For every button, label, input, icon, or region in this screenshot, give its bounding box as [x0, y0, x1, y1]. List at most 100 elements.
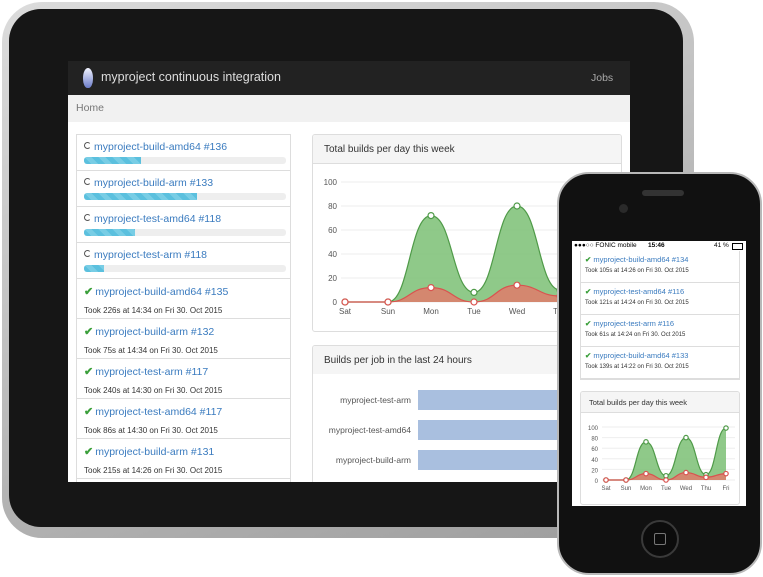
success-check-icon: ✔: [585, 319, 594, 328]
job-item[interactable]: ✔ myproject-build-arm #132 Took 75s at 14:…: [77, 319, 290, 359]
x-tick-label: Mon: [423, 307, 439, 316]
job-item[interactable]: ✔ myproject-test-arm #117 Took 240s at 14:…: [77, 359, 290, 399]
job-item[interactable]: ✔ myproject-build-amd64 #135 Took 226s at …: [77, 279, 290, 319]
job-item[interactable]: myproject-build-amd64 #136: [77, 135, 290, 171]
job-title-link[interactable]: ✔ myproject-build-amd64 #134: [585, 255, 688, 264]
carrier-signal: ●●●○○ FONIC mobile: [574, 242, 637, 249]
job-title-text: myproject-test-arm #116: [593, 319, 675, 328]
job-title-link[interactable]: ✔ myproject-build-arm #131: [84, 445, 214, 458]
success-check-icon: ✔: [84, 286, 94, 298]
bar-category-label: myproject-test-amd64: [328, 425, 411, 435]
success-check-icon: ✔: [585, 255, 594, 264]
x-tick-label: Mon: [640, 486, 652, 492]
x-tick-label: Tue: [467, 307, 481, 316]
x-tick-label: Thu: [701, 486, 711, 492]
success-check-icon: ✔: [84, 446, 94, 458]
series-1-point: [703, 474, 709, 481]
nav-jobs-link[interactable]: Jobs: [591, 72, 614, 84]
y-tick-label: 100: [324, 178, 338, 187]
job-title-text: myproject-test-amd64 #116: [593, 287, 685, 296]
series-1-point: [683, 469, 689, 476]
job-title-link[interactable]: myproject-build-amd64 #136: [84, 141, 227, 153]
job-progress-bar: [84, 265, 286, 272]
job-item[interactable]: myproject-build-arm #133: [77, 171, 290, 207]
job-title-text: myproject-test-arm #117: [95, 366, 209, 378]
x-tick-label: Sun: [381, 307, 395, 316]
job-title-text: myproject-test-amd64 #118: [94, 213, 222, 225]
job-title-text: myproject-build-amd64 #135: [95, 286, 229, 298]
battery-level: 41 %: [714, 242, 729, 249]
series-0-point: [723, 425, 729, 431]
series-0-point: [513, 202, 521, 210]
phone-builds-panel: Total builds per day this week 0 20 40 60 80…: [580, 391, 740, 505]
bar: [418, 450, 598, 470]
panel-heading: Total builds per day this week: [313, 135, 621, 164]
x-tick-label: Sat: [601, 486, 610, 492]
success-check-icon: ✔: [585, 351, 594, 360]
phone-job-item[interactable]: ✔ myproject-build-amd64 #133 Took 139s at…: [581, 347, 739, 379]
series-1-area: [606, 472, 726, 480]
job-item[interactable]: ✔ myproject-test-amd64 #117 Took 86s at 14…: [77, 399, 290, 439]
phone-job-item[interactable]: ✔ myproject-test-amd64 #116 Took 121s at …: [581, 283, 739, 315]
phone-speaker: [642, 190, 684, 196]
job-list: myproject-build-amd64 #136 myproject-buil…: [76, 134, 291, 482]
bar: [418, 420, 598, 440]
job-title-link[interactable]: ✔ myproject-build-amd64 #133: [585, 351, 688, 360]
job-progress-bar: [84, 157, 286, 164]
series-1-area: [345, 285, 560, 302]
job-duration-text: Took 75s at 14:34 on Fri 30. Oct 2015: [84, 346, 218, 355]
y-tick-label: 0: [595, 479, 599, 485]
tablet-screen: myproject continuous integration Jobs Ho…: [68, 61, 630, 482]
series-1-line: [345, 284, 561, 303]
spinner-icon: [84, 214, 91, 221]
job-title-link[interactable]: ✔ myproject-test-arm #116: [585, 319, 674, 328]
job-duration-text: Took 226s at 14:34 on Fri 30. Oct 2015: [84, 306, 223, 315]
job-item[interactable]: ✔ myproject-build-arm #131 Took 215s at 14…: [77, 439, 290, 479]
phone-job-item[interactable]: ✔ myproject-build-amd64 #134 Took 105s at…: [581, 251, 739, 283]
series-0-point: [427, 211, 435, 220]
brand-title[interactable]: myproject continuous integration: [101, 70, 281, 84]
job-title-link[interactable]: ✔ myproject-test-arm #117: [84, 365, 208, 378]
job-title-link[interactable]: myproject-build-arm #133: [84, 177, 213, 189]
panel-title: Builds per job in the last 24 hours: [324, 355, 472, 366]
series-1-point: [723, 470, 729, 477]
job-title-link[interactable]: ✔ myproject-build-amd64 #135: [84, 285, 228, 298]
job-title-link[interactable]: ✔ myproject-build-arm #132: [84, 325, 214, 338]
series-0-point: [643, 439, 649, 445]
home-button[interactable]: [641, 520, 679, 558]
job-item[interactable]: myproject-test-amd64 #118: [77, 207, 290, 243]
job-progress-bar: [84, 193, 286, 200]
navbar: myproject continuous integration Jobs: [68, 61, 630, 95]
job-title-link[interactable]: ✔ myproject-test-amd64 #117: [84, 405, 222, 418]
status-time: 15:46: [648, 242, 665, 249]
job-duration-text: Took 86s at 14:30 on Fri 30. Oct 2015: [84, 426, 218, 435]
job-progress-fill: [84, 265, 105, 272]
phone-job-item[interactable]: ✔ myproject-test-arm #116 Took 61s at 14:…: [581, 315, 739, 347]
job-title-text: myproject-build-arm #131: [95, 446, 215, 458]
job-title-text: myproject-build-arm #133: [94, 177, 214, 189]
y-tick-label: 60: [328, 226, 337, 235]
series-0-area: [606, 428, 726, 480]
series-0-line: [606, 427, 727, 481]
job-title-link[interactable]: ✔ myproject-test-amd64 #116: [585, 287, 684, 296]
job-item[interactable]: myproject-test-arm #118: [77, 243, 290, 279]
job-title-link[interactable]: myproject-test-amd64 #118: [84, 213, 221, 225]
breadcrumb-home[interactable]: Home: [76, 102, 105, 114]
y-tick-label: 40: [591, 458, 598, 464]
y-tick-label: 80: [591, 437, 598, 443]
series-1-point: [513, 281, 521, 289]
job-title-text: myproject-build-arm #132: [95, 326, 215, 338]
series-1-point: [663, 477, 669, 483]
phone-camera: [619, 204, 628, 213]
job-title-text: myproject-build-amd64 #136: [94, 141, 228, 153]
success-check-icon: ✔: [84, 366, 94, 378]
phone-job-list: ✔ myproject-build-amd64 #134 Took 105s at…: [580, 251, 740, 380]
phone-builds-chart: 0 20 40 60 80 100 Sat Sun Mon Tue Wed Thu Fri: [588, 425, 735, 492]
y-tick-label: 80: [328, 202, 337, 211]
series-1-point: [470, 298, 478, 306]
y-tick-label: 0: [333, 298, 338, 307]
series-0-point: [470, 288, 478, 296]
spinner-icon: [84, 178, 91, 185]
job-title-link[interactable]: myproject-test-arm #118: [84, 249, 207, 261]
job-progress-bar: [84, 229, 286, 236]
